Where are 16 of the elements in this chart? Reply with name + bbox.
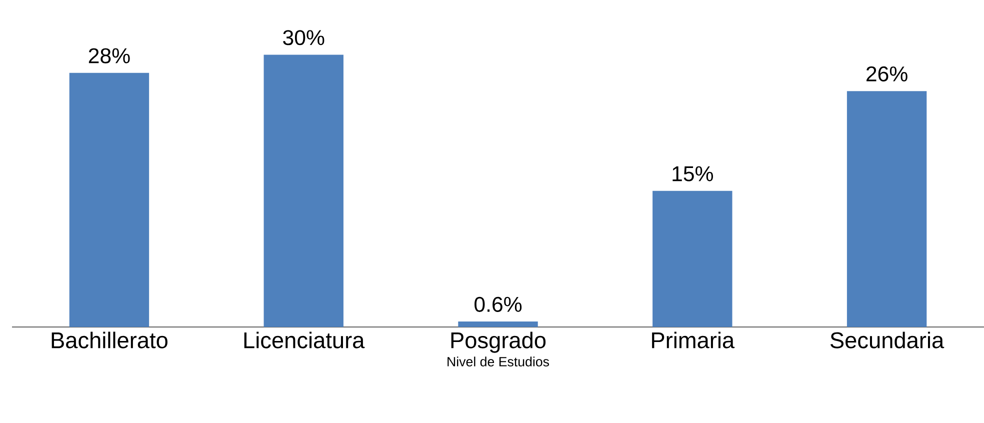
- x-tick-label: Bachillerato: [52, 332, 168, 348]
- x-tick-label: Primaria: [652, 332, 735, 348]
- bar: [458, 322, 538, 327]
- x-tick-label: Posgrado: [451, 332, 546, 353]
- bar: [69, 72, 150, 327]
- data-label: 15%: [672, 166, 713, 182]
- data-label: 26%: [866, 66, 908, 82]
- data-label: 30%: [283, 30, 324, 46]
- bar: [264, 54, 344, 327]
- bar: [652, 190, 732, 327]
- data-label: 28%: [88, 48, 130, 64]
- bar: [846, 91, 927, 327]
- x-axis-title: Nivel de Estudios: [448, 356, 550, 366]
- x-tick-label: Secundaria: [830, 332, 944, 348]
- data-label: 0.6%: [474, 296, 522, 312]
- x-tick-label: Licenciatura: [244, 332, 365, 348]
